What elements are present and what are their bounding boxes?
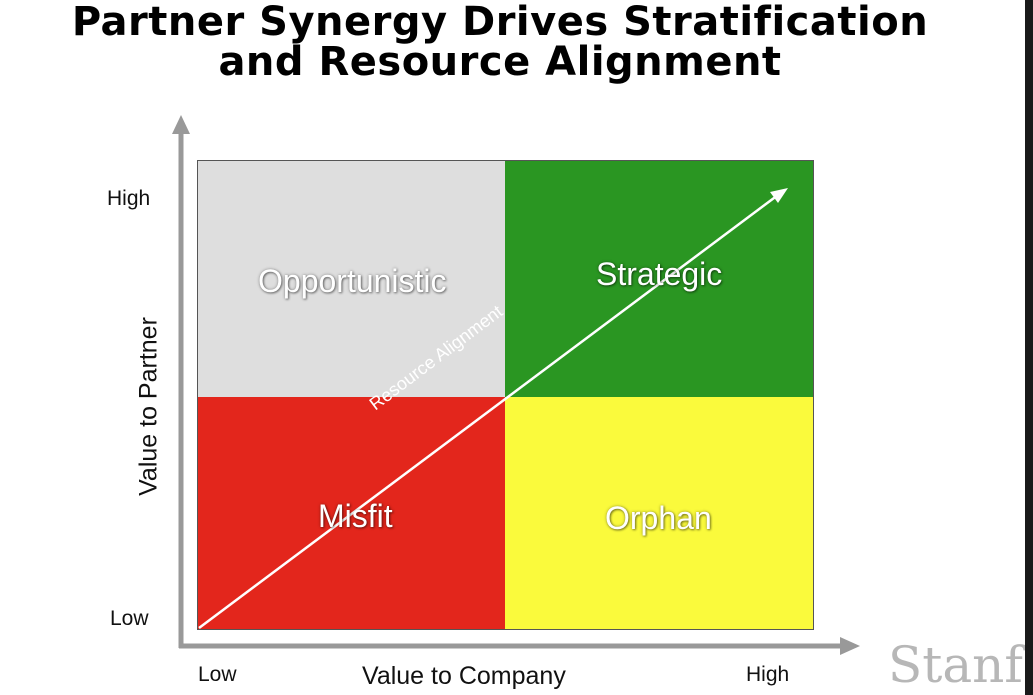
y-axis-title: Value to Partner (135, 272, 164, 542)
label-opportunistic: Opportunistic (258, 263, 447, 300)
y-axis-arrowhead (172, 115, 190, 134)
x-axis-arrowhead (840, 637, 860, 655)
resource-alignment-arrowhead (770, 188, 788, 203)
label-misfit: Misfit (318, 498, 393, 535)
x-tick-low: Low (198, 663, 237, 687)
y-tick-low: Low (110, 607, 149, 631)
stanford-watermark: Stanf (888, 636, 1025, 694)
x-axis-title: Value to Company (362, 662, 566, 691)
y-tick-high: High (107, 187, 150, 211)
x-tick-high: High (746, 663, 789, 687)
label-orphan: Orphan (605, 500, 712, 537)
label-strategic: Strategic (596, 256, 722, 293)
